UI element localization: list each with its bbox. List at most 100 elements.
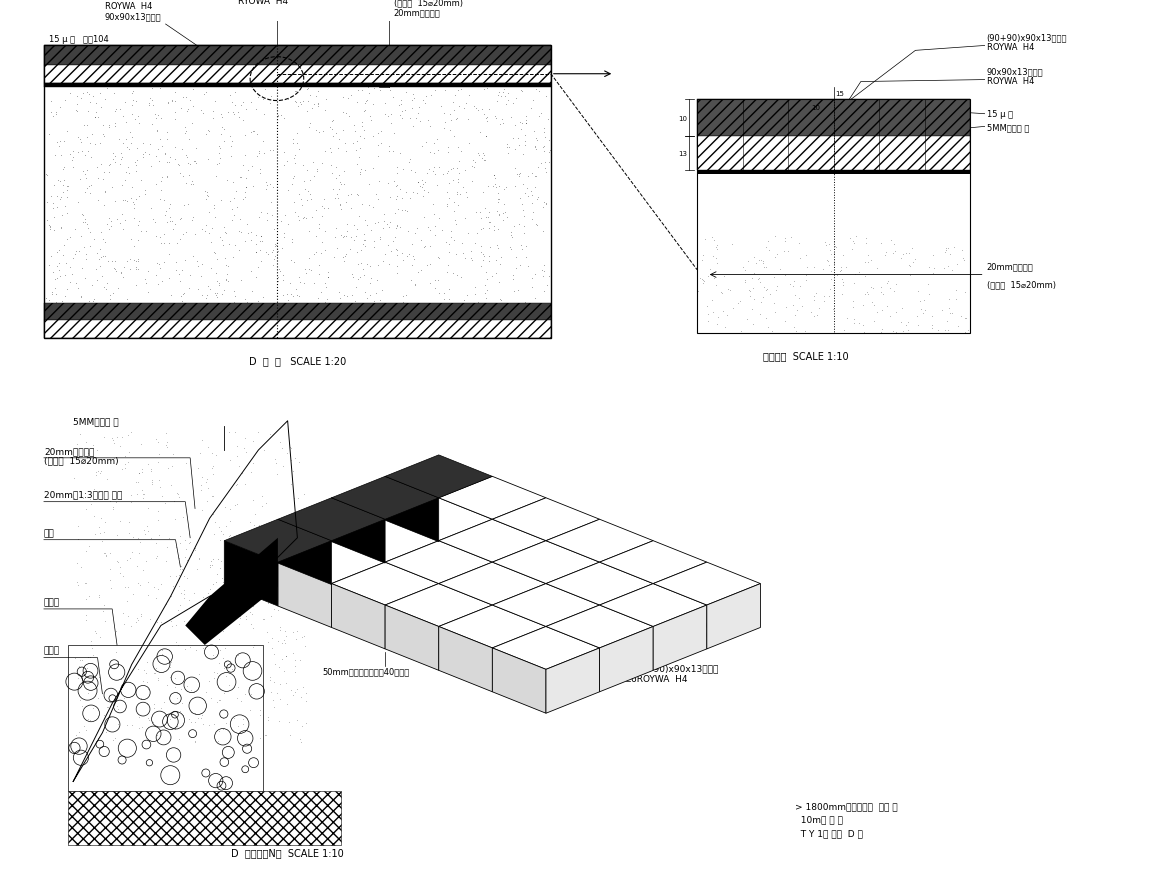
Point	[376, 96, 394, 111]
Point	[364, 82, 383, 96]
Point	[418, 167, 436, 181]
Point	[305, 170, 323, 184]
Point	[282, 233, 301, 247]
Point	[91, 464, 110, 478]
Point	[166, 512, 184, 526]
Point	[81, 226, 99, 240]
Point	[509, 139, 527, 153]
Point	[173, 295, 191, 309]
Point	[109, 653, 127, 667]
Point	[448, 162, 467, 176]
Point	[397, 289, 415, 303]
Point	[309, 98, 328, 112]
Point	[133, 463, 152, 477]
Text: 碳石层: 碳石层	[44, 597, 60, 606]
Text: 20mm磨光水石: 20mm磨光水石	[393, 8, 440, 18]
Point	[79, 651, 98, 665]
Point	[476, 153, 495, 168]
Polygon shape	[654, 605, 707, 671]
Point	[230, 617, 249, 631]
Point	[116, 174, 134, 188]
Point	[147, 256, 166, 270]
Text: (浅白色  15⌀20mm): (浅白色 15⌀20mm)	[44, 456, 119, 465]
Point	[44, 196, 63, 210]
Point	[257, 728, 275, 742]
Point	[724, 302, 742, 316]
Point	[379, 239, 398, 253]
Point	[705, 234, 724, 248]
Point	[274, 274, 293, 288]
Point	[260, 177, 279, 191]
Point	[138, 696, 156, 710]
Point	[167, 569, 186, 583]
Point	[169, 579, 188, 593]
Text: 15 μ 采   缝间104: 15 μ 采 缝间104	[49, 34, 109, 44]
Point	[208, 275, 226, 289]
Point	[818, 253, 837, 267]
Point	[924, 262, 943, 276]
Point	[413, 175, 432, 189]
Point	[230, 545, 249, 559]
Point	[392, 112, 411, 126]
Point	[81, 137, 99, 151]
Point	[210, 656, 229, 670]
Point	[327, 172, 345, 186]
Point	[501, 240, 519, 254]
Point	[232, 466, 251, 480]
Point	[296, 687, 315, 701]
Point	[179, 198, 197, 212]
Point	[312, 286, 330, 300]
Point	[715, 269, 734, 283]
Point	[389, 260, 407, 274]
Point	[130, 475, 148, 489]
Point	[177, 151, 196, 165]
Point	[413, 190, 432, 204]
Point	[282, 683, 301, 697]
Point	[364, 98, 383, 112]
Point	[217, 669, 236, 683]
Point	[441, 163, 460, 177]
Text: 20mm粗1:3水泥沙 找平: 20mm粗1:3水泥沙 找平	[44, 490, 123, 499]
Point	[369, 259, 387, 273]
Point	[92, 511, 111, 525]
Point	[693, 249, 712, 263]
Point	[196, 86, 215, 100]
Point	[190, 619, 209, 633]
Point	[421, 89, 440, 103]
Point	[510, 170, 529, 184]
Point	[198, 189, 217, 203]
Point	[106, 254, 125, 268]
Point	[403, 238, 421, 252]
Point	[278, 588, 296, 602]
Point	[253, 589, 272, 603]
Point	[68, 98, 86, 112]
Point	[121, 496, 140, 510]
Point	[467, 206, 485, 220]
Point	[208, 287, 226, 301]
Point	[151, 133, 169, 147]
Point	[281, 587, 300, 601]
Point	[166, 86, 184, 100]
Point	[40, 259, 58, 273]
Point	[314, 202, 333, 216]
Point	[282, 599, 301, 613]
Point	[867, 262, 886, 276]
Point	[72, 136, 91, 150]
Point	[152, 615, 170, 629]
Point	[739, 254, 757, 268]
Point	[180, 169, 198, 183]
Point	[278, 697, 296, 711]
Point	[191, 483, 210, 497]
Point	[173, 288, 191, 302]
Point	[351, 142, 370, 156]
Point	[128, 560, 147, 574]
Point	[270, 714, 288, 728]
Point	[251, 163, 270, 177]
Point	[850, 317, 868, 331]
Polygon shape	[278, 541, 385, 584]
Point	[126, 278, 145, 292]
Point	[168, 719, 187, 733]
Point	[51, 220, 70, 234]
Point	[452, 270, 470, 284]
Polygon shape	[439, 562, 546, 605]
